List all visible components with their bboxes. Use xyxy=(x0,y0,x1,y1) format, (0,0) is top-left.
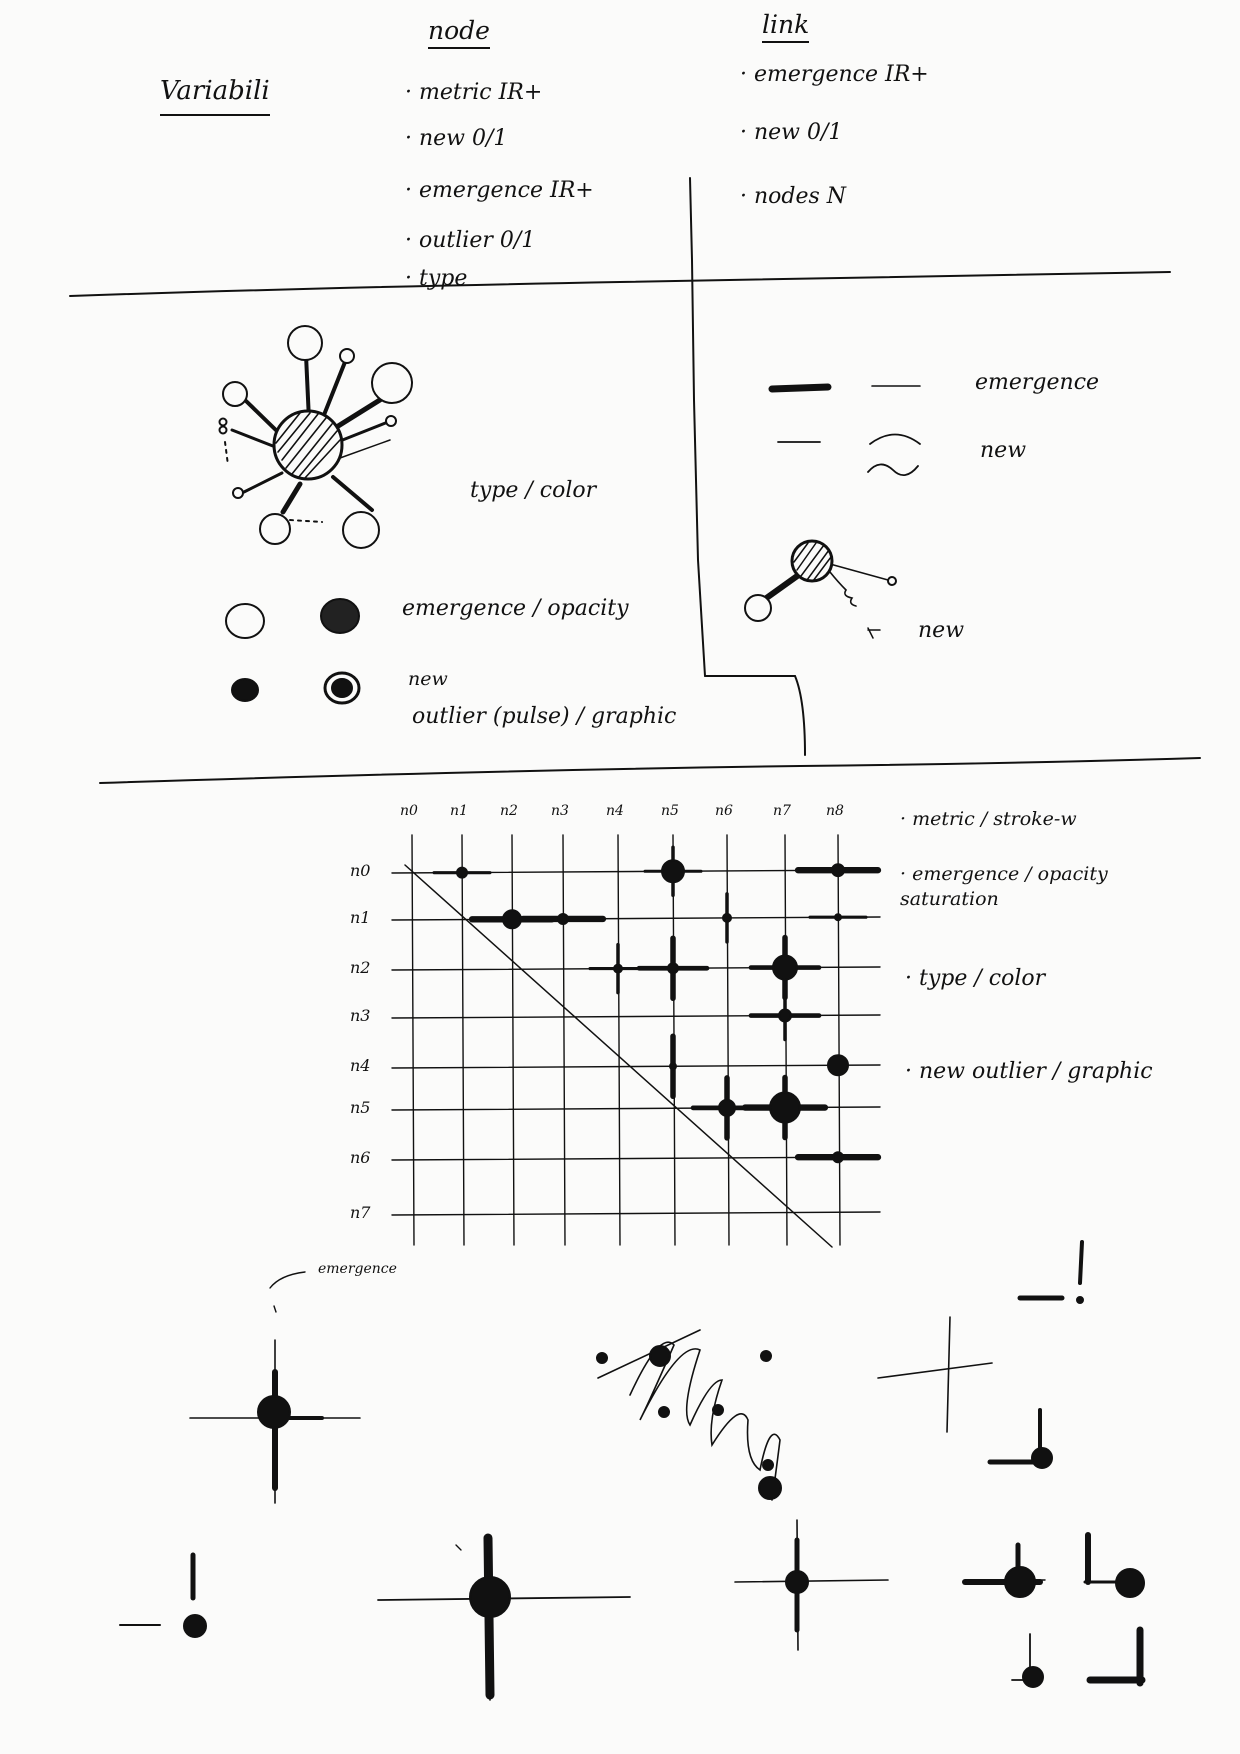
grid-col-line xyxy=(617,834,621,1246)
matrix-col-label: n0 xyxy=(400,803,418,819)
matrix-col-label: n7 xyxy=(773,803,791,819)
node-type-label: type / color xyxy=(470,478,597,503)
glyph-emergence-note: emergence xyxy=(318,1261,397,1277)
matrix-col-label: n4 xyxy=(606,803,624,819)
node-new-label: new xyxy=(408,668,448,690)
node-variable-3: · outlier 0/1 xyxy=(405,228,536,253)
matrix-row-label: n3 xyxy=(350,1006,371,1025)
link-new-strokes xyxy=(777,433,921,476)
matrix-marks xyxy=(432,845,882,1164)
matrix-cell-glyph xyxy=(519,912,607,925)
matrix-cell-glyph xyxy=(588,942,648,995)
grid-col-line xyxy=(411,834,415,1246)
matrix-legend-0: · metric / stroke-w xyxy=(900,808,1077,830)
glyph-cross-large xyxy=(377,1533,631,1701)
node-emergence-label: emergence / opacity xyxy=(402,596,629,621)
node-hub-diagram xyxy=(218,325,413,549)
divider-middle xyxy=(99,757,1201,784)
matrix-col-label: n2 xyxy=(500,803,518,819)
link-variable-0: · emergence IR+ xyxy=(740,62,929,87)
matrix-col-label: n8 xyxy=(826,803,844,819)
glyph-emergence-example xyxy=(189,1271,361,1504)
matrix-col-label: n5 xyxy=(661,803,679,819)
matrix-row-label: n7 xyxy=(350,1203,371,1222)
matrix-row-label: n4 xyxy=(350,1056,371,1075)
matrix-cell-glyph xyxy=(794,1151,882,1164)
glyph-corners-group xyxy=(962,1532,1146,1688)
divider-top xyxy=(69,271,1171,297)
matrix-cell-glyph xyxy=(748,989,822,1042)
node-variable-0: · metric IR+ xyxy=(405,80,543,105)
glyph-corner-bang xyxy=(1017,1240,1084,1304)
matrix-row-label: n0 xyxy=(350,861,371,880)
grid-col-line xyxy=(562,834,566,1246)
node-variable-1: · new 0/1 xyxy=(405,126,508,151)
matrix-col-label: n1 xyxy=(450,803,468,819)
matrix-col-label: n6 xyxy=(715,803,733,819)
matrix-grid xyxy=(391,834,881,1246)
node-variable-2: · emergence IR+ xyxy=(405,178,594,203)
glyph-bang-small xyxy=(119,1552,207,1638)
grid-row-line xyxy=(391,1211,881,1216)
page-title: Variabili xyxy=(160,78,270,116)
matrix-cell-glyph xyxy=(722,892,732,944)
matrix-cell-glyph xyxy=(827,1054,849,1077)
link-emergence-strokes xyxy=(768,383,921,393)
matrix-legend-3: · new outlier / graphic xyxy=(905,1059,1153,1084)
matrix-cell-glyph xyxy=(669,1033,677,1099)
matrix-col-label: n3 xyxy=(551,803,569,819)
matrix-row-label: n6 xyxy=(350,1148,371,1167)
link-emergence-label: emergence xyxy=(975,370,1100,395)
node-heading: node xyxy=(428,18,490,49)
node-variable-4: · type xyxy=(405,266,468,291)
matrix-cell-glyph xyxy=(643,845,703,897)
matrix-diagonal xyxy=(404,864,833,1248)
matrix-legend-2: · type / color xyxy=(905,966,1046,991)
grid-row-line xyxy=(391,1064,881,1069)
link-new-pointer-label: new xyxy=(918,618,965,643)
node-outlier-label: outlier (pulse) / graphic xyxy=(412,704,677,729)
matrix-cell-glyph xyxy=(808,913,868,922)
glyph-cross-thin xyxy=(877,1316,993,1433)
matrix-cell-glyph xyxy=(741,1074,829,1141)
divider-box xyxy=(704,675,806,756)
link-new-label: new xyxy=(980,438,1027,463)
matrix-cell-glyph xyxy=(748,934,822,1001)
link-variable-1: · new 0/1 xyxy=(740,120,843,145)
matrix-row-label: n2 xyxy=(350,958,371,977)
link-pair-diagram xyxy=(744,539,897,639)
matrix-legend-1: · emergence / opacity saturation xyxy=(900,863,1108,910)
glyph-corner-node xyxy=(987,1408,1053,1469)
grid-col-line xyxy=(461,834,465,1246)
grid-col-line xyxy=(837,834,841,1246)
link-variable-2: · nodes N xyxy=(740,184,847,209)
matrix-cell-glyph xyxy=(794,863,882,878)
matrix-row-label: n5 xyxy=(350,1098,371,1117)
divider-vertical xyxy=(689,177,706,677)
matrix-row-label: n1 xyxy=(350,908,371,927)
glyph-scribble xyxy=(596,1329,782,1501)
glyph-cross-medium xyxy=(734,1519,889,1651)
matrix-cell-glyph xyxy=(432,866,492,879)
matrix-cell-glyph xyxy=(636,935,710,1001)
node-new-glyphs xyxy=(231,671,361,705)
grid-col-line xyxy=(511,834,515,1246)
link-heading: link xyxy=(762,12,810,43)
node-emergence-glyphs xyxy=(225,598,360,639)
